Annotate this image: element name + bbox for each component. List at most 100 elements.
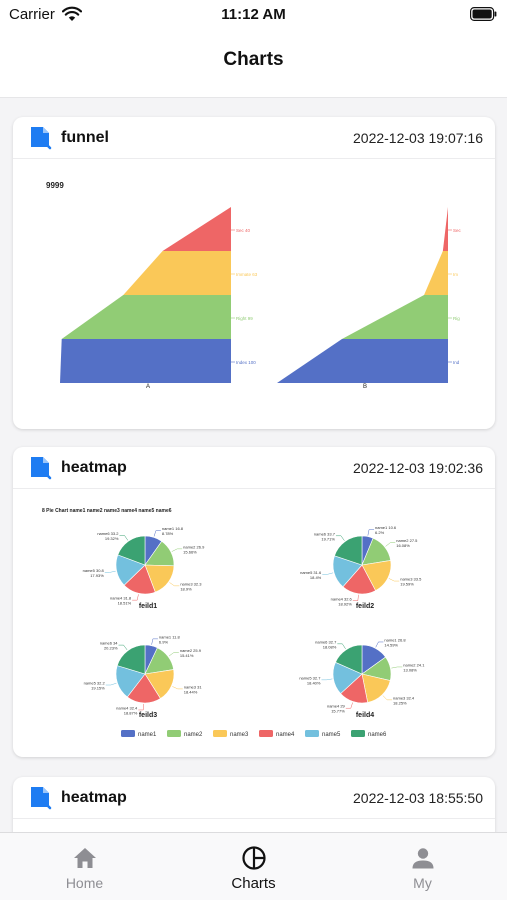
carrier-label: Carrier — [9, 6, 55, 23]
pie-feild4: name1 26.814.59% name2 24.113.08% name3 32… — [299, 637, 425, 719]
chart-title: 8 Pie Chart name1 name2 name3 name4 name… — [42, 508, 172, 514]
pie-label-leader — [321, 678, 333, 681]
pie-slice-label: name5 32.2 — [84, 681, 106, 686]
funnel-band-a-4 — [162, 207, 231, 251]
pie-chart-grid: 8 Pie Chart name1 name2 name3 name4 name… — [42, 508, 425, 738]
person-icon — [412, 848, 434, 869]
pie-label-leader — [385, 542, 396, 547]
pie-label-leader — [171, 548, 183, 552]
pie-slice-name3 — [361, 560, 392, 592]
pie-label-leader — [118, 644, 128, 651]
chart-list[interactable]: funnel 2022-12-03 19:07:16 9999 Index 10… — [0, 99, 507, 832]
pie-name-label: feild1 — [139, 603, 157, 610]
card-title: heatmap — [61, 789, 127, 806]
pie-slice-label: name5 30.8 — [83, 568, 105, 573]
pie-name-label: feild3 — [139, 712, 157, 719]
chart-card-heatmap-2[interactable]: heatmap 2022-12-03 18:55:50 — [13, 777, 495, 832]
pie-label-leader — [335, 535, 345, 541]
card-title: heatmap — [61, 459, 127, 476]
card-timestamp: 2022-12-03 19:02:36 — [353, 460, 483, 476]
document-icon — [31, 127, 52, 150]
pie-name-label: feild2 — [356, 603, 374, 610]
legend-swatch-name5 — [305, 730, 319, 737]
funnel-band-b-4 — [442, 207, 448, 251]
pie-label-leader — [169, 582, 180, 587]
pie-slice-label: name4 32.6 — [331, 596, 353, 601]
tab-my[interactable]: My — [338, 833, 507, 900]
chart-card-funnel[interactable]: funnel 2022-12-03 19:07:16 9999 Index 10… — [13, 117, 495, 429]
pie-slice-percent: 18.4% — [310, 575, 322, 580]
funnel-band-b-3 — [424, 251, 448, 295]
pie-slice-percent: 15.41% — [180, 653, 194, 658]
card-header: funnel 2022-12-03 19:07:16 — [13, 117, 495, 159]
pie-slice-percent: 17.93% — [90, 573, 104, 578]
pie-slice-label: name3 32.3 — [180, 581, 202, 586]
legend-swatch-name4 — [259, 730, 273, 737]
pie-label-leader — [172, 686, 183, 690]
pie-slice-percent: 18.87% — [124, 710, 138, 715]
wifi-icon — [62, 6, 82, 21]
pie-label-leader — [391, 666, 403, 669]
document-icon — [31, 457, 52, 480]
chart-legend: name1 name2 name3 name4 name5 name6 — [121, 730, 387, 738]
pie-slice-name6 — [116, 644, 146, 675]
pie-slice-label: name4 31.8 — [110, 596, 132, 601]
category-label-b: B — [363, 384, 367, 390]
legend-label-name3: name3 — [230, 732, 249, 738]
navigation-bar: Charts — [0, 30, 507, 98]
pie-slice-percent: 15.77% — [331, 709, 345, 714]
pie-slice-label: name1 16.8 — [162, 526, 184, 531]
funnel-band-b-2 — [341, 295, 448, 339]
pie-slice-name6 — [335, 644, 363, 675]
funnel-level-label: Sec 40 — [236, 228, 251, 233]
tab-home[interactable]: Home — [0, 833, 169, 900]
battery-icon — [470, 7, 497, 21]
funnel-level-label: Immate 63 — [236, 272, 258, 277]
pie-slice-percent: 18.51% — [118, 601, 132, 606]
pie-slice-name6 — [334, 535, 363, 566]
legend-label-name5: name5 — [322, 732, 341, 738]
pie-slice-label: name1 26.8 — [384, 637, 406, 642]
card-chart-area: 8 Pie Chart name1 name2 name3 name4 name… — [13, 489, 495, 757]
pie-slice-label: name2 26.9 — [183, 544, 205, 549]
pie-label-leader — [151, 638, 158, 645]
pie-slice-percent: 19.71% — [321, 536, 335, 541]
tab-charts[interactable]: Charts — [169, 833, 338, 900]
funnel-band-a-2 — [61, 295, 232, 339]
pie-feild2: name1 10.66.2% name2 27.516.08% name3 33.5… — [300, 525, 422, 610]
funnel-level-label: Im — [453, 272, 458, 277]
pie-slice-percent: 14.59% — [384, 642, 398, 647]
pie-slice-label: name2 25.9 — [180, 648, 202, 653]
pie-label-leader — [337, 643, 346, 650]
tab-bar: Home Charts My — [0, 832, 507, 900]
pie-label-leader — [104, 570, 116, 573]
funnel-series-a: Index 100 Right 99 Immate 63 Sec 40 — [60, 207, 258, 383]
chart-title: 9999 — [46, 181, 64, 190]
pie-slice-percent: 16.08% — [396, 543, 410, 548]
pie-slice-name6 — [117, 535, 146, 566]
chart-card-heatmap[interactable]: heatmap 2022-12-03 19:02:36 8 Pie Chart … — [13, 447, 495, 757]
pie-slice-label: name1 10.6 — [375, 525, 397, 530]
pie-label-leader — [388, 578, 400, 582]
funnel-level-label: Sec — [453, 228, 462, 233]
pie-slice-percent: 18.44% — [184, 689, 198, 694]
pie-label-leader — [105, 682, 117, 686]
pie-slice-percent: 18.08% — [323, 644, 337, 649]
funnel-chart: 9999 Index 100 Right 99 Immate 63 Sec 40 In… — [46, 181, 462, 390]
pie-feild1: name1 16.88.78% name2 26.915.66% name3 32.… — [83, 526, 205, 610]
pie-slice-percent: 13.08% — [403, 667, 417, 672]
card-header: heatmap 2022-12-03 19:02:36 — [13, 447, 495, 489]
funnel-level-label: Rig — [453, 316, 460, 321]
legend-swatch-name2 — [167, 730, 181, 737]
pie-label-leader — [153, 530, 161, 537]
funnel-band-a-3 — [123, 251, 231, 295]
pie-label-leader — [168, 652, 179, 657]
funnel-level-label: Index 100 — [236, 360, 256, 365]
pie-label-leader — [367, 529, 375, 536]
pie-slice-percent: 8.78% — [162, 531, 174, 536]
pie-slice-percent: 6.2% — [375, 530, 385, 535]
pie-slice-percent: 19.59% — [400, 582, 414, 587]
pie-slice-label: name2 27.5 — [396, 538, 418, 543]
card-title: funnel — [61, 129, 109, 146]
pie-slice-percent: 19.32% — [105, 536, 119, 541]
